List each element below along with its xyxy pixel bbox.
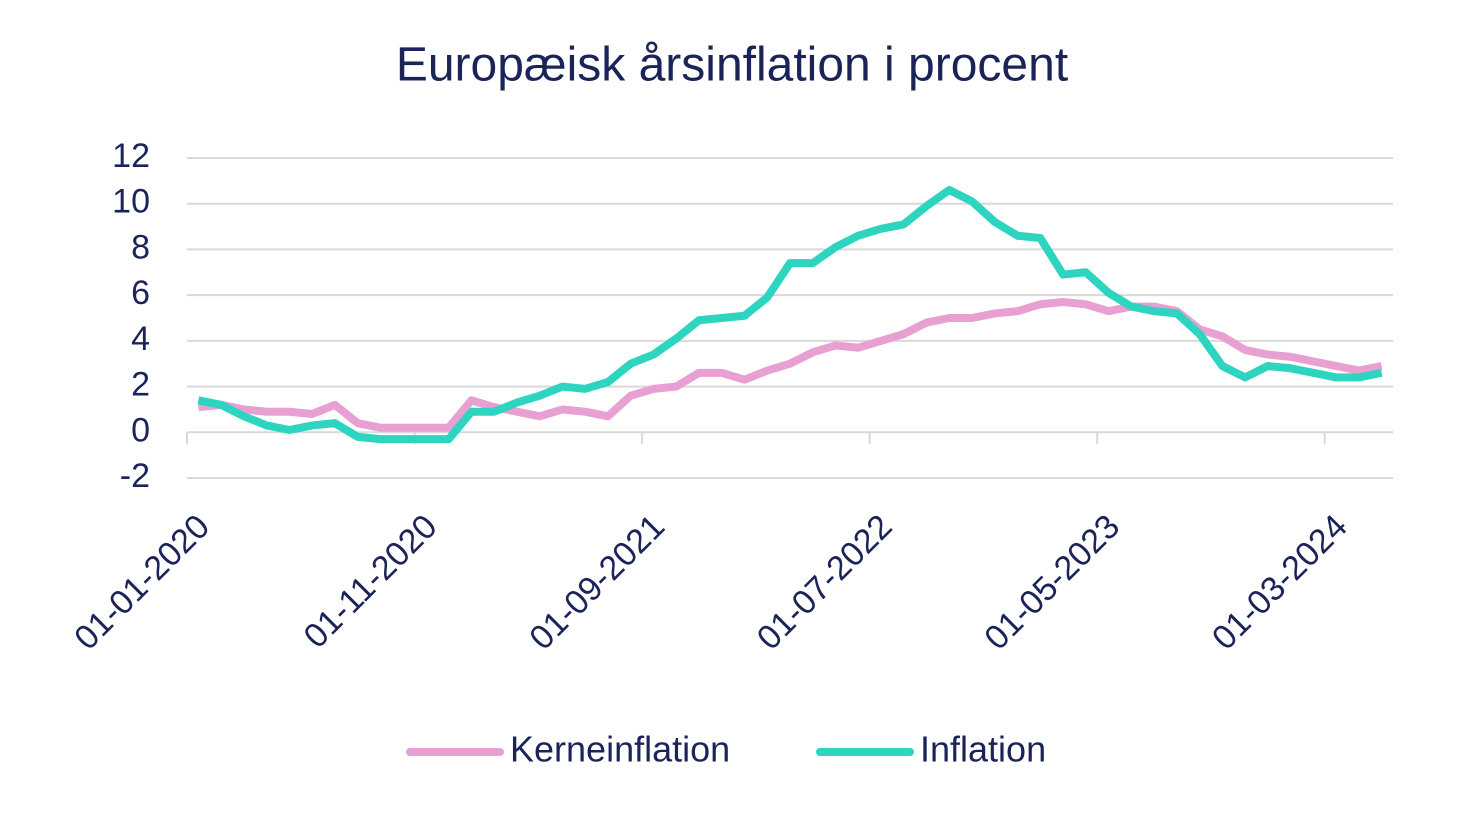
y-tick-label: 6: [131, 274, 150, 312]
y-tick-label: 12: [112, 137, 150, 175]
y-tick-label: 8: [131, 228, 150, 266]
y-tick-label: 0: [131, 411, 150, 449]
line-series: [197, 298, 1383, 432]
x-tick-label: 01-03-2024: [1205, 507, 1355, 657]
y-tick-label: -2: [120, 457, 150, 495]
y-tick-label: 2: [131, 366, 150, 404]
x-tick-label: 01-07-2022: [750, 507, 900, 657]
y-tick-label: 4: [131, 320, 150, 358]
y-tick-label: 10: [112, 183, 150, 221]
x-tick-label: 01-09-2021: [522, 507, 672, 657]
legend-label: Kerneinflation: [510, 729, 730, 770]
legend-label: Inflation: [920, 729, 1046, 770]
x-tick-label: 01-11-2020: [296, 507, 444, 655]
x-tick-label: 01-01-2020: [67, 507, 217, 657]
chart-title: Europæisk årsinflation i procent: [396, 39, 1068, 92]
line-series: [197, 186, 1383, 444]
x-tick-label: 01-05-2023: [977, 507, 1127, 657]
